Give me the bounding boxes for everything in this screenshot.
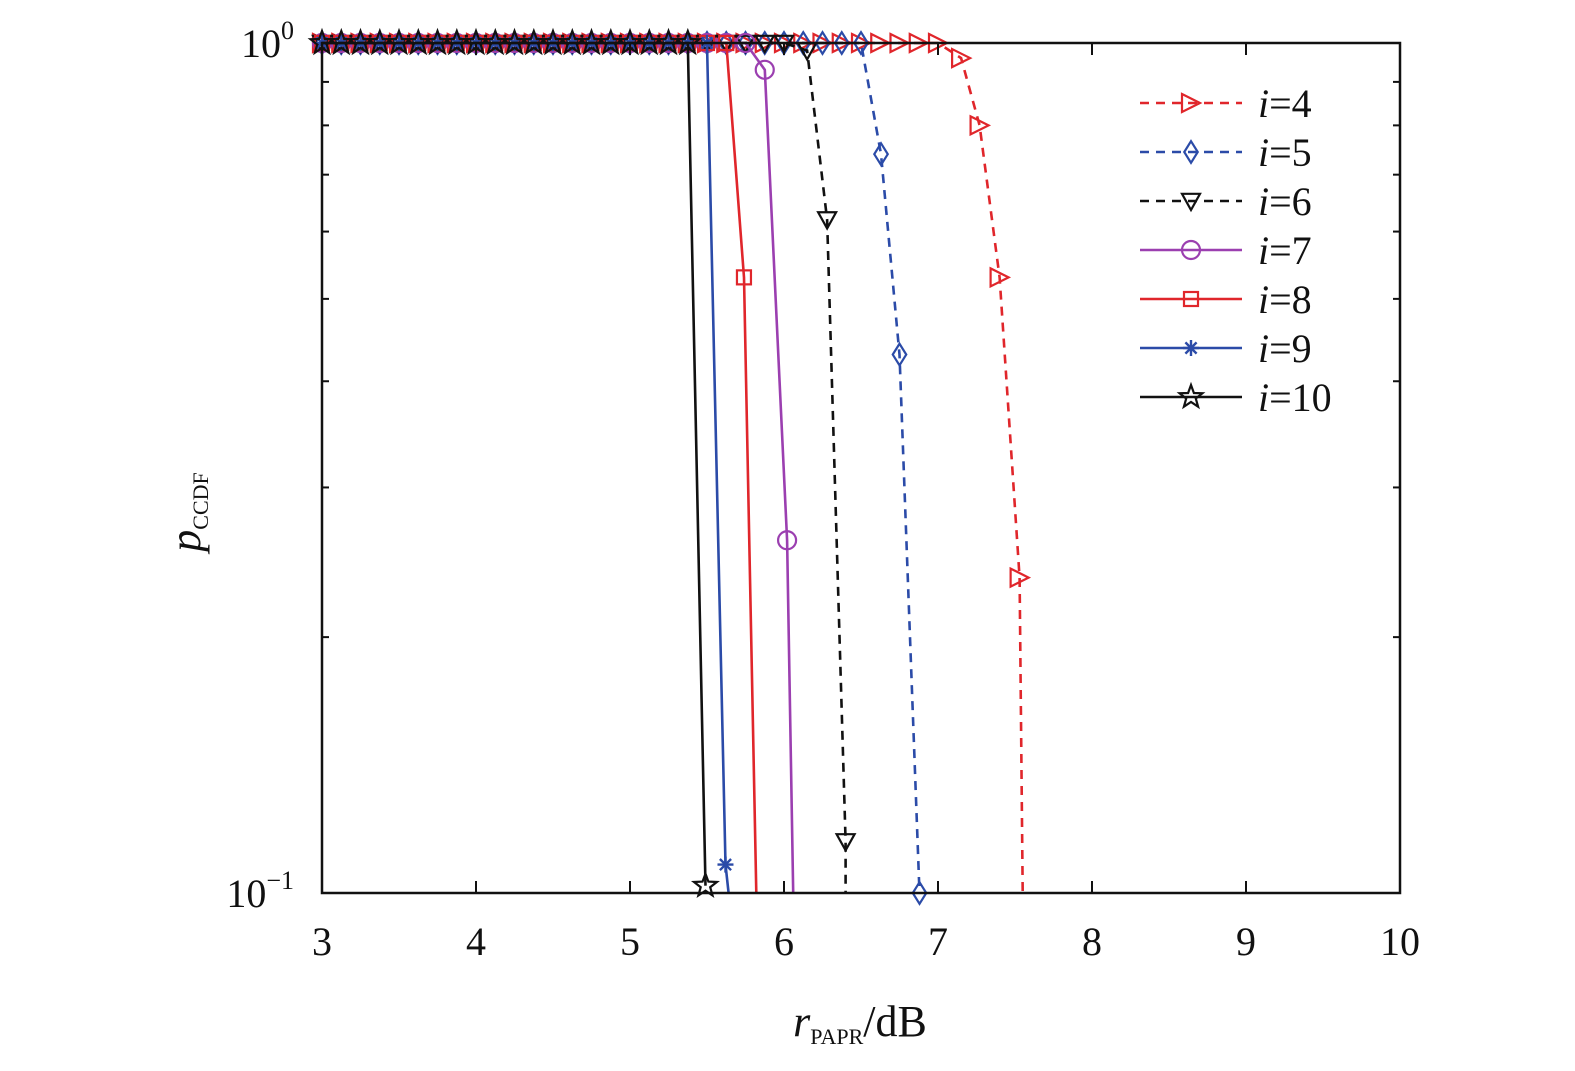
x-axis-label-main: r xyxy=(793,997,811,1046)
asterisk-stroke xyxy=(1184,341,1198,355)
data-point xyxy=(834,833,857,853)
legend-label: i=7 xyxy=(1258,228,1312,273)
x-tick-label: 5 xyxy=(620,919,640,964)
series-i10 xyxy=(307,27,720,898)
legend-marker xyxy=(1182,139,1200,165)
asterisk-stroke xyxy=(719,858,732,872)
data-point xyxy=(989,266,1012,289)
x-axis-label: rPAPR/dB xyxy=(793,997,927,1049)
series-i9 xyxy=(314,35,734,894)
legend-entry: i=5 xyxy=(1140,130,1312,175)
series-line xyxy=(322,41,921,894)
data-point xyxy=(891,341,908,368)
y-tick-label: 100 xyxy=(241,16,294,66)
series-line xyxy=(322,41,847,893)
y-axis-label: pCCDF xyxy=(161,472,213,554)
series-line xyxy=(322,41,1024,894)
data-point xyxy=(872,141,890,168)
data-point xyxy=(969,114,992,137)
legend: i=4i=5i=6i=7i=8i=9i=10 xyxy=(1140,81,1332,420)
data-point xyxy=(911,880,928,906)
series-line xyxy=(322,41,707,886)
legend-marker xyxy=(1182,290,1200,308)
series-i4 xyxy=(311,32,1032,894)
data-point xyxy=(690,870,720,898)
legend-entry: i=4 xyxy=(1140,81,1312,126)
x-tick-label: 7 xyxy=(928,919,948,964)
legend-marker xyxy=(1180,192,1202,213)
data-point xyxy=(816,211,838,231)
data-point xyxy=(776,530,798,551)
legend-marker xyxy=(1180,92,1203,114)
y-tick-label: 10−1 xyxy=(226,866,294,916)
legend-label: i=4 xyxy=(1258,81,1312,126)
x-tick-label: 8 xyxy=(1082,919,1102,964)
y-axis-label-main: p xyxy=(161,530,210,555)
y-axis-label-sub: CCDF xyxy=(188,472,213,529)
x-tick-label: 3 xyxy=(312,919,332,964)
data-point xyxy=(754,59,775,80)
legend-label: i=9 xyxy=(1258,326,1312,371)
data-point xyxy=(717,856,734,873)
series-line xyxy=(322,41,730,894)
data-point xyxy=(1009,566,1032,589)
legend-label: i=6 xyxy=(1258,179,1312,224)
x-axis-label-suffix: /dB xyxy=(863,997,927,1046)
x-axis-label-sub: PAPR xyxy=(810,1024,863,1049)
data-point xyxy=(735,269,753,286)
x-tick-label: 10 xyxy=(1380,919,1420,964)
legend-marker xyxy=(1180,239,1202,261)
legend-label: i=5 xyxy=(1258,130,1312,175)
axis-layer: 3 4 5 6 7 8 9 10 100 10−1 xyxy=(226,16,1420,964)
legend-entry: i=8 xyxy=(1140,277,1312,322)
legend-entry: i=10 xyxy=(1140,375,1332,420)
legend-marker xyxy=(1183,340,1199,356)
data-point xyxy=(852,30,870,56)
legend-label: i=8 xyxy=(1258,277,1312,322)
x-tick-label: 6 xyxy=(774,919,794,964)
legend-label: i=10 xyxy=(1258,375,1332,420)
data-point xyxy=(673,27,703,56)
data-point xyxy=(950,47,973,69)
legend-entry: i=9 xyxy=(1140,326,1312,371)
legend-entry: i=6 xyxy=(1140,179,1312,224)
series-i5 xyxy=(313,30,928,906)
x-tick-label: 9 xyxy=(1236,919,1256,964)
legend-entry: i=7 xyxy=(1140,228,1312,273)
legend-marker xyxy=(1176,381,1206,410)
data-point xyxy=(814,30,831,56)
plot-frame xyxy=(320,41,1402,895)
x-tick-label: 4 xyxy=(466,919,486,964)
series-layer xyxy=(307,27,1032,906)
series-i6 xyxy=(311,34,857,893)
data-point xyxy=(833,30,850,56)
